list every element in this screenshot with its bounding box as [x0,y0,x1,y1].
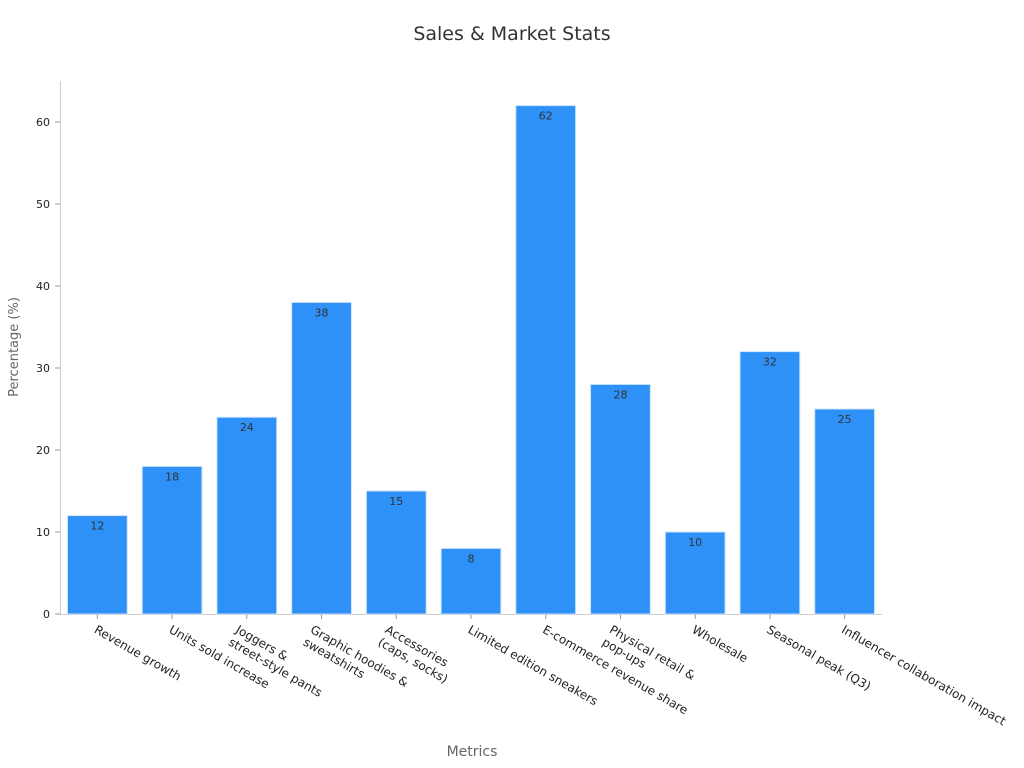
chart-title: Sales & Market Stats [413,23,610,45]
bar [66,515,128,615]
bar [216,416,278,615]
y-tick-label: 40 [36,280,50,293]
value-label: 62 [539,110,553,123]
bar [141,465,203,615]
value-label: 24 [240,421,254,434]
bar [590,383,651,615]
bar [440,547,502,615]
x-tick-label: Wholesale [690,622,751,665]
value-label: 12 [90,520,104,533]
x-tick-label: Limited edition sneakers [466,622,601,708]
y-tick-label: 10 [36,526,50,539]
y-tick-label: 0 [43,608,50,621]
value-label: 25 [838,413,852,426]
value-label: 18 [165,470,179,483]
bar [515,105,577,615]
value-label: 28 [613,388,627,401]
bar [814,408,876,615]
bar [365,490,427,615]
value-label: 10 [688,536,702,549]
y-tick-label: 50 [36,198,50,211]
value-label: 15 [389,495,403,508]
y-tick-label: 20 [36,444,50,457]
value-label: 38 [315,306,329,319]
value-label: 8 [468,552,475,565]
bar [664,531,726,615]
value-label: 32 [763,356,777,369]
y-axis-label: Percentage (%) [7,297,22,397]
y-tick-label: 30 [36,362,50,375]
y-tick-label: 60 [36,116,50,129]
x-axis-label: Metrics [447,744,498,760]
bar [739,351,801,615]
bar [291,301,352,615]
